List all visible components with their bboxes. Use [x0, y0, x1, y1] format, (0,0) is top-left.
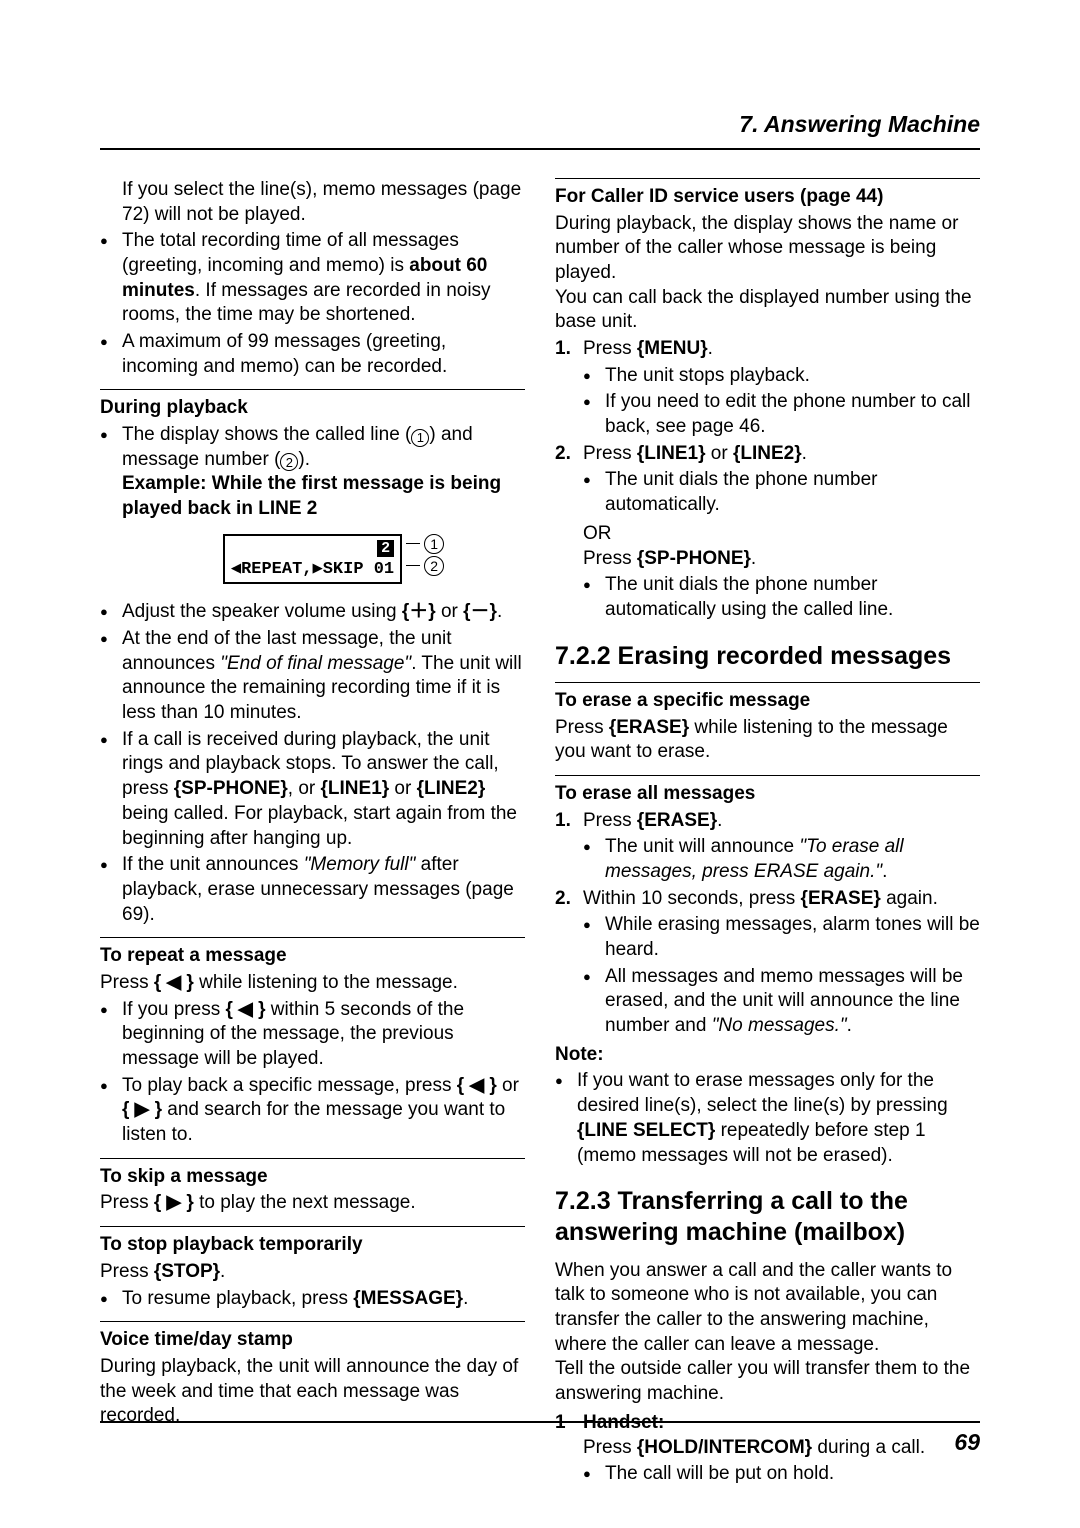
cid-step-2: Press {LINE1} or {LINE2}. The unit dials… [555, 442, 980, 623]
repeat-b1: If you press { ◀ } within 5 seconds of t… [100, 998, 525, 1072]
left-column: If you select the line(s), memo messages… [100, 178, 525, 1489]
page: 7. Answering Machine If you select the l… [0, 0, 1080, 1528]
circled-1-icon: 1 [411, 429, 429, 447]
rule [100, 389, 525, 390]
handset-num: 1 [555, 1411, 566, 1436]
section-7-2-3: 7.2.3 Transferring a call to the answeri… [555, 1186, 980, 1249]
cid-p1: During playback, the display shows the n… [555, 212, 980, 286]
during-playback-head: During playback [100, 396, 525, 421]
repeat-press: Press { ◀ } while listening to the messa… [100, 971, 525, 996]
erase-step-2: Within 10 seconds, press {ERASE} again. … [555, 887, 980, 1039]
stop-bullets: To resume playback, press {MESSAGE}. [100, 1287, 525, 1312]
handset-sub1: The call will be put on hold. [583, 1462, 980, 1487]
columns: If you select the line(s), memo messages… [100, 178, 980, 1489]
erase-s1-sub: The unit will announce "To erase all mes… [583, 835, 980, 884]
intro-bullet-2: A maximum of 99 messages (greeting, inco… [100, 330, 525, 379]
or-label: OR [583, 522, 980, 547]
voice-p: During playback, the unit will announce … [100, 1355, 525, 1429]
rule [555, 682, 980, 683]
cid-s2-sub1: The unit dials the phone number automati… [583, 468, 980, 517]
intro-line: If you select the line(s), memo messages… [100, 178, 525, 227]
cid-s1-sub1: The unit stops playback. [583, 364, 980, 389]
intro-bullets: The total recording time of all messages… [100, 229, 525, 379]
stop-line: Press {STOP}. [100, 1260, 525, 1285]
erase-s2-sub: While erasing messages, alarm tones will… [583, 913, 980, 1038]
cid-s2-sub2: The unit dials the phone number automati… [583, 573, 980, 622]
circled-2-icon: 2 [280, 453, 298, 471]
erase-s1-sub1: The unit will announce "To erase all mes… [583, 835, 980, 884]
rule [100, 1158, 525, 1159]
erase-specific-line: Press {ERASE} while listening to the mes… [555, 716, 980, 765]
note-bullets: If you want to erase messages only for t… [555, 1069, 980, 1168]
during-bullets: The display shows the called line (1) an… [100, 423, 525, 522]
lcd-row2: ◀REPEAT,▶SKIP 01 [231, 559, 394, 580]
page-number: 69 [954, 1428, 980, 1458]
transfer-p2: Tell the outside caller you will transfe… [555, 1357, 980, 1406]
rule [100, 1321, 525, 1322]
rule [100, 937, 525, 938]
cid-step2-sub: The unit dials the phone number automati… [583, 468, 980, 517]
note-head: Note: [555, 1043, 980, 1068]
erase-s2-sub1: While erasing messages, alarm tones will… [583, 913, 980, 962]
call-during-playback: If a call is received during playback, t… [100, 728, 525, 851]
handset-sub: The call will be put on hold. [583, 1462, 980, 1487]
cid-p2: You can call back the displayed number u… [555, 286, 980, 335]
rule [100, 1226, 525, 1227]
cid-steps: Press {MENU}. The unit stops playback. I… [555, 337, 980, 623]
playback-bullets: Adjust the speaker volume using {＋} or {… [100, 600, 525, 927]
callout-1: 1 [406, 534, 444, 554]
transfer-p1: When you answer a call and the caller wa… [555, 1259, 980, 1358]
repeat-bullets: If you press { ◀ } within 5 seconds of t… [100, 998, 525, 1148]
during-b1: The display shows the called line (1) an… [100, 423, 525, 522]
cid-head: For Caller ID service users (page 44) [555, 185, 980, 210]
repeat-head: To repeat a message [100, 944, 525, 969]
right-column: For Caller ID service users (page 44) Du… [555, 178, 980, 1489]
stop-b1: To resume playback, press {MESSAGE}. [100, 1287, 525, 1312]
skip-line: Press { ▶ } to play the next message. [100, 1191, 525, 1216]
voice-head: Voice time/day stamp [100, 1328, 525, 1353]
erase-specific-head: To erase a specific message [555, 689, 980, 714]
lcd-box: 2 ◀REPEAT,▶SKIP 01 [223, 534, 402, 585]
stop-head: To stop playback temporarily [100, 1233, 525, 1258]
lcd-figure: 2 ◀REPEAT,▶SKIP 01 1 2 [100, 534, 525, 585]
note-b1: If you want to erase messages only for t… [555, 1069, 980, 1168]
erase-s2-sub2: All messages and memo messages will be e… [583, 965, 980, 1039]
cid-step-1: Press {MENU}. The unit stops playback. I… [555, 337, 980, 440]
section-7-2-2: 7.2.2 Erasing recorded messages [555, 641, 980, 672]
intro-bullet-1: The total recording time of all messages… [100, 229, 525, 328]
cid-step1-sub: The unit stops playback. If you need to … [583, 364, 980, 440]
cid-s2-press-sp: Press {SP-PHONE}. [583, 547, 980, 572]
cid-step2-sub2: The unit dials the phone number automati… [583, 573, 980, 622]
cid-s1-sub2: If you need to edit the phone number to … [583, 390, 980, 439]
erase-all-head: To erase all messages [555, 782, 980, 807]
skip-head: To skip a message [100, 1165, 525, 1190]
rule [555, 775, 980, 776]
end-of-final: At the end of the last message, the unit… [100, 627, 525, 726]
memory-full: If the unit announces "Memory full" afte… [100, 853, 525, 927]
lcd-line-indicator: 2 [377, 540, 394, 557]
erase-step-1: Press {ERASE}. The unit will announce "T… [555, 809, 980, 885]
example-label: Example: While the first message is bein… [122, 472, 525, 521]
adjust-volume: Adjust the speaker volume using {＋} or {… [100, 600, 525, 625]
erase-all-steps: Press {ERASE}. The unit will announce "T… [555, 809, 980, 1039]
footer-rule [100, 1421, 980, 1423]
repeat-b2: To play back a specific message, press {… [100, 1074, 525, 1148]
callout-2: 2 [406, 556, 444, 576]
chapter-header: 7. Answering Machine [100, 110, 980, 150]
rule [555, 178, 980, 179]
handset-press: Press {HOLD/INTERCOM} during a call. [583, 1436, 980, 1461]
